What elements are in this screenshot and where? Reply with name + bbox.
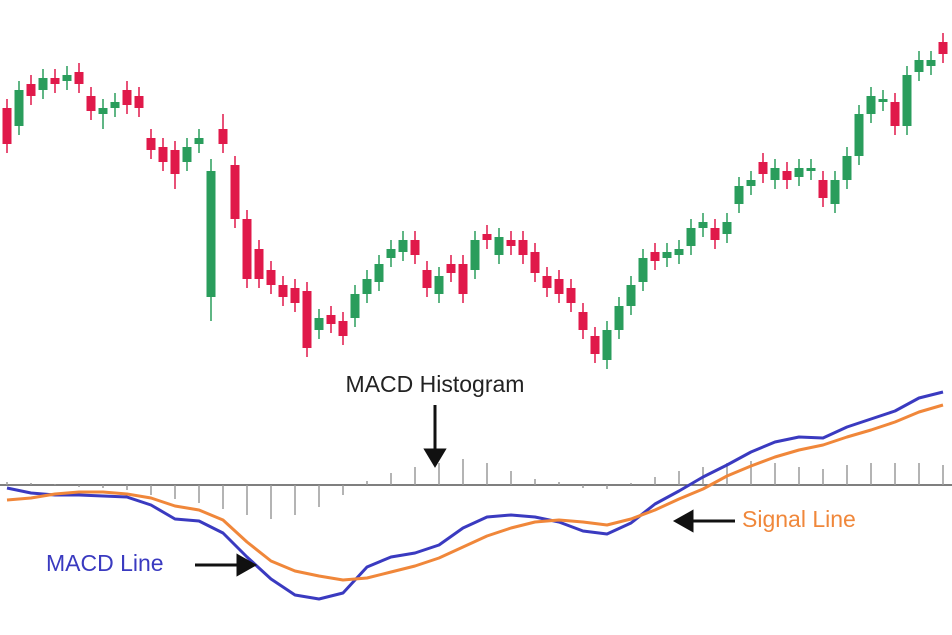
candle-body [26, 84, 36, 96]
candle-body [890, 102, 900, 126]
candle-body [182, 147, 192, 162]
candle-body [794, 168, 804, 177]
candle-body [578, 312, 588, 330]
candle-body [230, 165, 240, 219]
candle-body [806, 168, 816, 171]
candle-body [134, 96, 144, 108]
candle-body [350, 294, 360, 318]
candle-body [398, 240, 408, 252]
candle-body [362, 279, 372, 294]
candle-body [818, 180, 828, 198]
candle-body [386, 249, 396, 258]
candle-body [686, 228, 696, 246]
candle-body [146, 138, 156, 150]
candle-body [542, 276, 552, 288]
candle-body [722, 222, 732, 234]
candle-body [926, 60, 936, 66]
candle-body [422, 270, 432, 288]
candle-body [410, 240, 420, 255]
candle-body [566, 288, 576, 303]
candle-body [122, 90, 132, 105]
candle-body [842, 156, 852, 180]
candle-body [326, 315, 336, 324]
candle-body [482, 234, 492, 240]
candle-body [62, 75, 72, 81]
candle-body [902, 75, 912, 126]
candle-body [626, 285, 636, 306]
candle-body [470, 240, 480, 270]
arrow [195, 553, 258, 577]
candle-body [914, 60, 924, 72]
candle-body [374, 264, 384, 282]
candle-body [506, 240, 516, 246]
candle-body [86, 96, 96, 111]
candle-body [662, 252, 672, 258]
candle-body [170, 150, 180, 174]
candle-body [590, 336, 600, 354]
candle-body [494, 237, 504, 255]
candle-body [746, 180, 756, 186]
candle-body [530, 252, 540, 273]
arrow [423, 405, 447, 468]
candle-body [878, 99, 888, 102]
candle-body [650, 252, 660, 261]
candle-body [698, 222, 708, 228]
candle-body [302, 291, 312, 348]
candle-body [614, 306, 624, 330]
candle-body [866, 96, 876, 114]
candle-body [338, 321, 348, 336]
macd-label: MACD Line [46, 550, 164, 576]
candle-body [830, 180, 840, 204]
candle-body [458, 264, 468, 294]
candle-body [710, 228, 720, 240]
candle-body [758, 162, 768, 174]
candle-body [254, 249, 264, 279]
candle-body [2, 108, 12, 144]
candle-body [434, 276, 444, 294]
candle-body [158, 147, 168, 162]
candle-body [98, 108, 108, 114]
candle-body [854, 114, 864, 156]
candle-body [14, 90, 24, 126]
indicator-line [6, 403, 944, 582]
candle-body [314, 318, 324, 330]
candle-body [218, 129, 228, 144]
candle-body [602, 330, 612, 360]
candle-body [242, 219, 252, 279]
candle-body [290, 288, 300, 303]
candle-body [782, 171, 792, 180]
candle-body [554, 279, 564, 294]
candle-body [194, 138, 204, 144]
candle-body [110, 102, 120, 108]
candle-body [446, 264, 456, 273]
candle-body [734, 186, 744, 204]
histogram-label: MACD Histogram [346, 371, 525, 397]
candle-body [278, 285, 288, 297]
signal-label: Signal Line [742, 506, 856, 532]
candle-body [74, 72, 84, 84]
candle-body [38, 78, 48, 90]
candle-body [266, 270, 276, 285]
indicator-line [6, 390, 944, 601]
candle-body [206, 171, 216, 297]
candle-body [50, 78, 60, 84]
candle-body [770, 168, 780, 180]
candle-body [638, 258, 648, 282]
candle-body [674, 249, 684, 255]
candle-body [938, 42, 948, 54]
arrow [672, 509, 735, 533]
candle-body [518, 240, 528, 255]
